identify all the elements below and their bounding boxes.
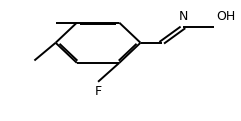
Text: N: N <box>178 10 188 23</box>
Text: OH: OH <box>216 10 235 23</box>
Text: F: F <box>94 85 102 98</box>
